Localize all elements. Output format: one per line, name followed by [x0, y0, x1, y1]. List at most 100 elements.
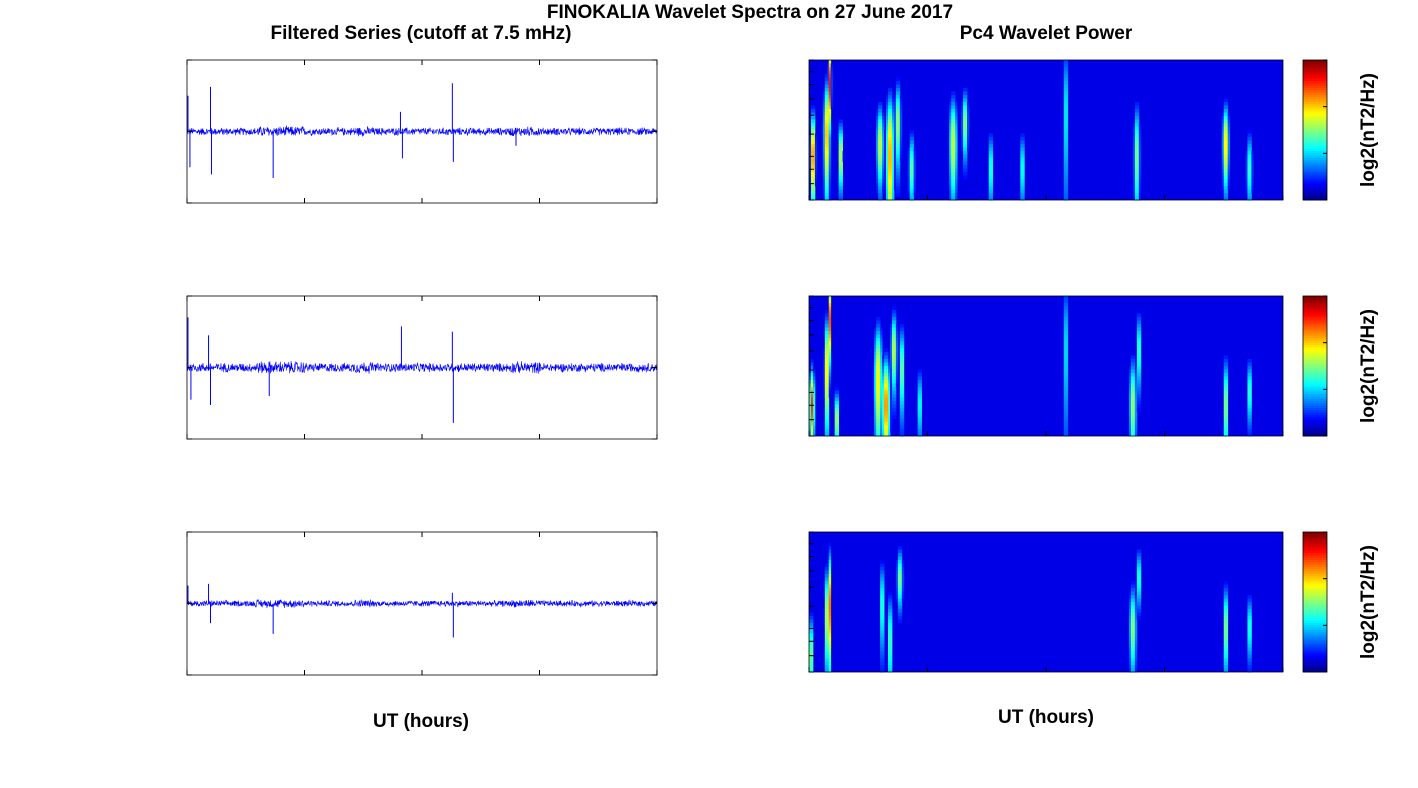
heatmap-cell	[878, 348, 881, 353]
heatmap-cell	[828, 560, 832, 564]
heatmap-cell	[893, 175, 897, 180]
heatmap-cell	[828, 331, 832, 335]
heatmap-cell	[1063, 95, 1067, 99]
heatmap-cell	[828, 144, 832, 148]
heatmap-cell	[1063, 397, 1067, 402]
heatmap-cell	[891, 397, 895, 402]
heatmap-cell	[1223, 644, 1227, 648]
heatmap-cell	[876, 320, 879, 325]
heatmap-cell	[1227, 182, 1231, 187]
heatmap-cell	[1247, 158, 1250, 162]
heatmap-cell	[828, 376, 832, 381]
heatmap-cell	[963, 151, 966, 155]
heatmap-cell	[1022, 172, 1025, 176]
heatmap-cell	[893, 394, 897, 398]
heatmap-cell	[822, 175, 826, 180]
heatmap-cell	[828, 661, 832, 666]
heatmap-cell	[1128, 390, 1132, 395]
colorbar-segment	[1303, 419, 1327, 423]
heatmap-cell	[812, 119, 816, 124]
heatmap-cell	[838, 123, 842, 127]
heatmap-cell	[893, 147, 897, 152]
heatmap-cell	[830, 84, 834, 89]
heatmap-cell	[888, 366, 891, 370]
heatmap-cell	[1138, 165, 1142, 169]
heatmap-cell	[951, 151, 954, 155]
heatmap-cell	[1134, 112, 1138, 117]
heatmap-cell	[1128, 609, 1132, 613]
heatmap-cell	[951, 179, 954, 183]
heatmap-cell	[889, 158, 893, 162]
heatmap-cell	[888, 179, 891, 183]
heatmap-cell	[828, 320, 832, 325]
heatmap-cell	[882, 591, 885, 596]
heatmap-cell	[895, 327, 899, 332]
heatmap-cell	[1136, 549, 1140, 554]
heatmap-cell	[891, 320, 895, 325]
heatmap-cell	[1128, 637, 1132, 641]
heatmap-cell	[1130, 591, 1134, 596]
heatmap-cell	[895, 376, 899, 381]
heatmap-cell	[840, 130, 843, 134]
heatmap-cell	[1132, 133, 1136, 138]
heatmap-cell	[880, 116, 883, 120]
heatmap-cell	[949, 126, 952, 131]
heatmap-cell	[812, 415, 816, 419]
heatmap-cell	[880, 404, 883, 409]
heatmap-cell	[878, 320, 881, 325]
heatmap-cell	[888, 626, 891, 631]
heatmap-cell	[891, 196, 895, 201]
heatmap-cell	[1132, 633, 1136, 638]
heatmap-cell	[1247, 602, 1250, 606]
heatmap-cell	[880, 425, 883, 430]
heatmap-cell	[882, 355, 885, 360]
heatmap-cell	[1225, 609, 1229, 613]
heatmap-cell	[1138, 137, 1142, 141]
heatmap-cell	[953, 140, 956, 145]
heatmap-cell	[1130, 422, 1134, 426]
heatmap-cell	[828, 324, 832, 328]
heatmap-cell	[1063, 179, 1067, 183]
heatmap-cell	[878, 352, 881, 356]
heatmap-cell	[1132, 584, 1136, 589]
heatmap-cell	[824, 133, 828, 138]
heatmap-cell	[1063, 70, 1067, 75]
heatmap-cell	[891, 348, 895, 353]
heatmap-cell	[1221, 119, 1225, 124]
heatmap-cell	[988, 186, 992, 190]
heatmap-cell	[822, 619, 826, 624]
heatmap-cell	[828, 591, 832, 596]
heatmap-cell	[824, 380, 828, 384]
heatmap-cell	[949, 186, 952, 190]
heatmap-cell	[880, 376, 883, 381]
heatmap-cell	[824, 182, 828, 187]
heatmap-cell	[880, 588, 883, 592]
heatmap-cell	[897, 161, 901, 166]
heatmap-cell	[1136, 327, 1140, 332]
heatmap-cell	[895, 345, 899, 349]
heatmap-cell	[917, 383, 921, 388]
heatmap-cell	[1223, 623, 1227, 627]
heatmap-cell	[1138, 317, 1142, 321]
heatmap-cell	[961, 109, 964, 113]
heatmap-cell	[1138, 581, 1142, 585]
heatmap-cell	[836, 415, 840, 419]
heatmap-cell	[809, 144, 812, 148]
colorbar-segment	[1303, 78, 1327, 82]
heatmap-cell	[838, 126, 842, 131]
heatmap-cell	[882, 619, 885, 624]
heatmap-cell	[812, 158, 816, 162]
heatmap-cell	[919, 429, 922, 433]
heatmap-cell	[886, 196, 889, 201]
heatmap-cell	[990, 193, 994, 197]
heatmap-cell	[889, 633, 893, 638]
heatmap-cell	[963, 88, 966, 92]
heatmap-cell	[955, 196, 958, 201]
heatmap-cell	[953, 112, 956, 117]
heatmap-cell	[834, 415, 838, 419]
heatmap-cell	[897, 179, 901, 183]
heatmap-cell	[824, 376, 828, 381]
heatmap-cell	[880, 570, 883, 575]
heatmap-cell	[909, 196, 913, 201]
heatmap-cell	[812, 182, 816, 187]
